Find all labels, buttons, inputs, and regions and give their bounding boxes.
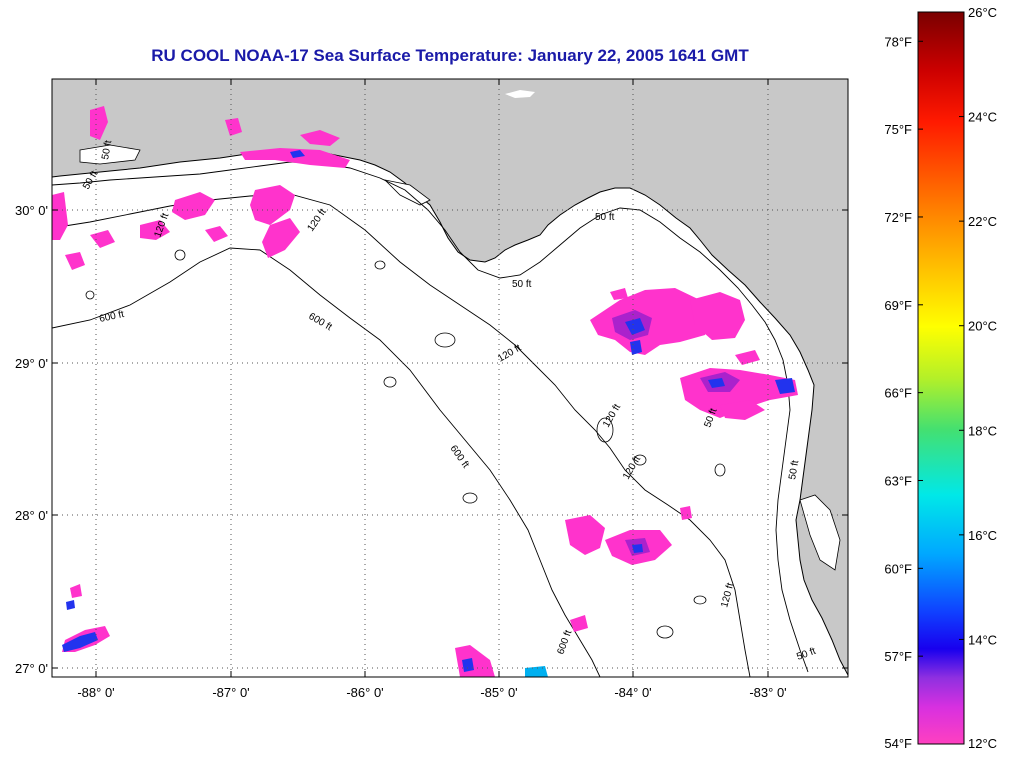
colorbar-celsius-label: 16°C xyxy=(968,528,997,543)
colorbar-celsius-label: 24°C xyxy=(968,110,997,125)
colorbar-celsius-label: 14°C xyxy=(968,632,997,647)
colorbar-fahrenheit-label: 54°F xyxy=(884,736,912,751)
colorbar-ticks xyxy=(918,11,964,745)
colorbar-fahrenheit-label: 57°F xyxy=(884,649,912,664)
colorbar: 26°C 24°C 22°C 20°C 18°C 16°C 14°C 12°C 78°F 75°… xyxy=(884,5,997,751)
contour-label-50ft: 50 ft xyxy=(100,139,114,160)
colorbar-gradient xyxy=(917,11,965,745)
colorbar-fahrenheit-label: 69°F xyxy=(884,298,912,313)
lon-tick-label: -85° 0' xyxy=(480,685,517,700)
lon-tick-label: -83° 0' xyxy=(749,685,786,700)
lon-tick-label: -87° 0' xyxy=(212,685,249,700)
colorbar-celsius-label: 22°C xyxy=(968,214,997,229)
bay xyxy=(79,144,141,165)
colorbar-celsius-labels: 26°C 24°C 22°C 20°C 18°C 16°C 14°C 12°C xyxy=(968,5,997,751)
contour-label-600ft: 600 ft xyxy=(98,309,125,325)
colorbar-celsius-label: 26°C xyxy=(968,5,997,20)
contour-label-50ft: 50 ft xyxy=(512,279,532,290)
contour-label-50ft: 50 ft xyxy=(595,212,615,223)
lon-axis: -88° 0' -87° 0' -86° 0' -85° 0' -84° 0' … xyxy=(77,685,786,700)
bay xyxy=(799,494,841,571)
contour-label-50ft: 50 ft xyxy=(787,459,801,480)
lat-tick-label: 28° 0' xyxy=(15,508,48,523)
colorbar-fahrenheit-label: 60°F xyxy=(884,561,912,576)
lon-tick-label: -86° 0' xyxy=(346,685,383,700)
contour-120ft xyxy=(52,193,751,677)
lat-tick-label: 27° 0' xyxy=(15,661,48,676)
map-frame xyxy=(51,78,849,678)
contour-50ft xyxy=(52,161,809,673)
lat-tick-label: 30° 0' xyxy=(15,203,48,218)
colorbar-fahrenheit-label: 63°F xyxy=(884,473,912,488)
colorbar-fahrenheit-label: 72°F xyxy=(884,210,912,225)
lon-tick-label: -88° 0' xyxy=(77,685,114,700)
colorbar-celsius-label: 18°C xyxy=(968,423,997,438)
colorbar-fahrenheit-label: 66°F xyxy=(884,386,912,401)
axis-ticks xyxy=(52,79,848,677)
inland-lake xyxy=(505,90,535,98)
lat-axis: 30° 0' 29° 0' 28° 0' 27° 0' xyxy=(15,203,48,676)
lat-tick-label: 29° 0' xyxy=(15,356,48,371)
colorbar-celsius-label: 12°C xyxy=(968,736,997,751)
colorbar-celsius-label: 20°C xyxy=(968,319,997,334)
contour-600ft xyxy=(52,247,601,677)
colorbar-fahrenheit-labels: 78°F 75°F 72°F 69°F 66°F 63°F 60°F 57°F 54°F xyxy=(884,34,912,751)
sst-patches xyxy=(52,106,798,677)
map-title: RU COOL NOAA-17 Sea Surface Temperature:… xyxy=(151,46,749,65)
lon-tick-label: -84° 0' xyxy=(614,685,651,700)
colorbar-fahrenheit-label: 78°F xyxy=(884,34,912,49)
map-area: 600 ft 600 ft 600 ft 600 ft 120 ft 120 f… xyxy=(52,79,848,677)
contour-islands xyxy=(85,249,726,639)
colorbar-fahrenheit-label: 75°F xyxy=(884,122,912,137)
